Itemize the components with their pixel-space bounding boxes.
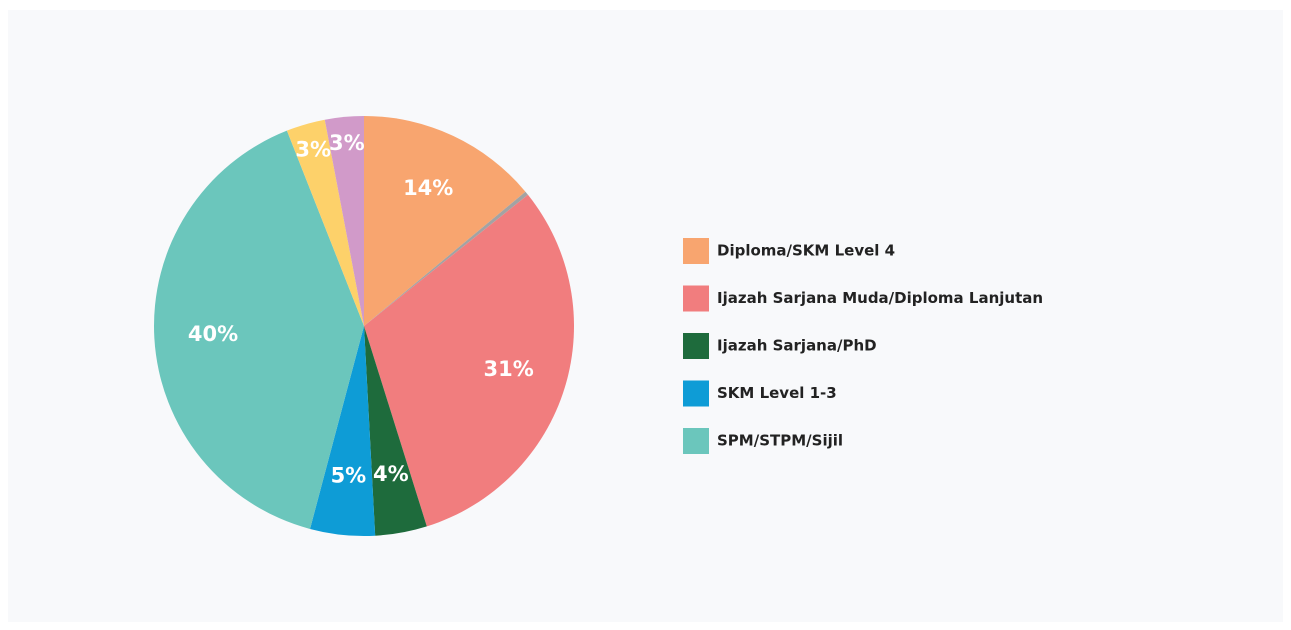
slice-label: 31% bbox=[483, 357, 533, 381]
slice-label: 3% bbox=[329, 131, 365, 155]
pie-slice bbox=[364, 194, 574, 527]
legend-label: Ijazah Sarjana/PhD bbox=[717, 337, 877, 355]
slice-label: 3% bbox=[295, 138, 331, 162]
pie-slice bbox=[364, 116, 526, 326]
legend-swatch bbox=[683, 333, 709, 359]
legend-label: SPM/STPM/Sijil bbox=[717, 432, 843, 450]
legend-label: Diploma/SKM Level 4 bbox=[717, 242, 895, 260]
slice-label: 14% bbox=[403, 176, 453, 200]
pie-slice bbox=[324, 116, 364, 326]
slice-label: 5% bbox=[331, 463, 367, 487]
legend-swatch bbox=[683, 238, 709, 264]
legend-swatch bbox=[683, 285, 709, 312]
pie-slice bbox=[364, 326, 427, 536]
legend-swatch bbox=[683, 428, 709, 454]
slice-label: 4% bbox=[373, 462, 409, 486]
pie-slice bbox=[153, 130, 364, 529]
legend-label: SKM Level 1-3 bbox=[717, 384, 837, 402]
pie-slice bbox=[286, 119, 364, 326]
slice-label: 40% bbox=[188, 322, 238, 346]
legend-swatch bbox=[683, 380, 709, 407]
pie-slice bbox=[310, 326, 376, 537]
pie-slice bbox=[364, 191, 528, 326]
legend-label: Ijazah Sarjana Muda/Diploma Lanjutan bbox=[717, 289, 1043, 307]
